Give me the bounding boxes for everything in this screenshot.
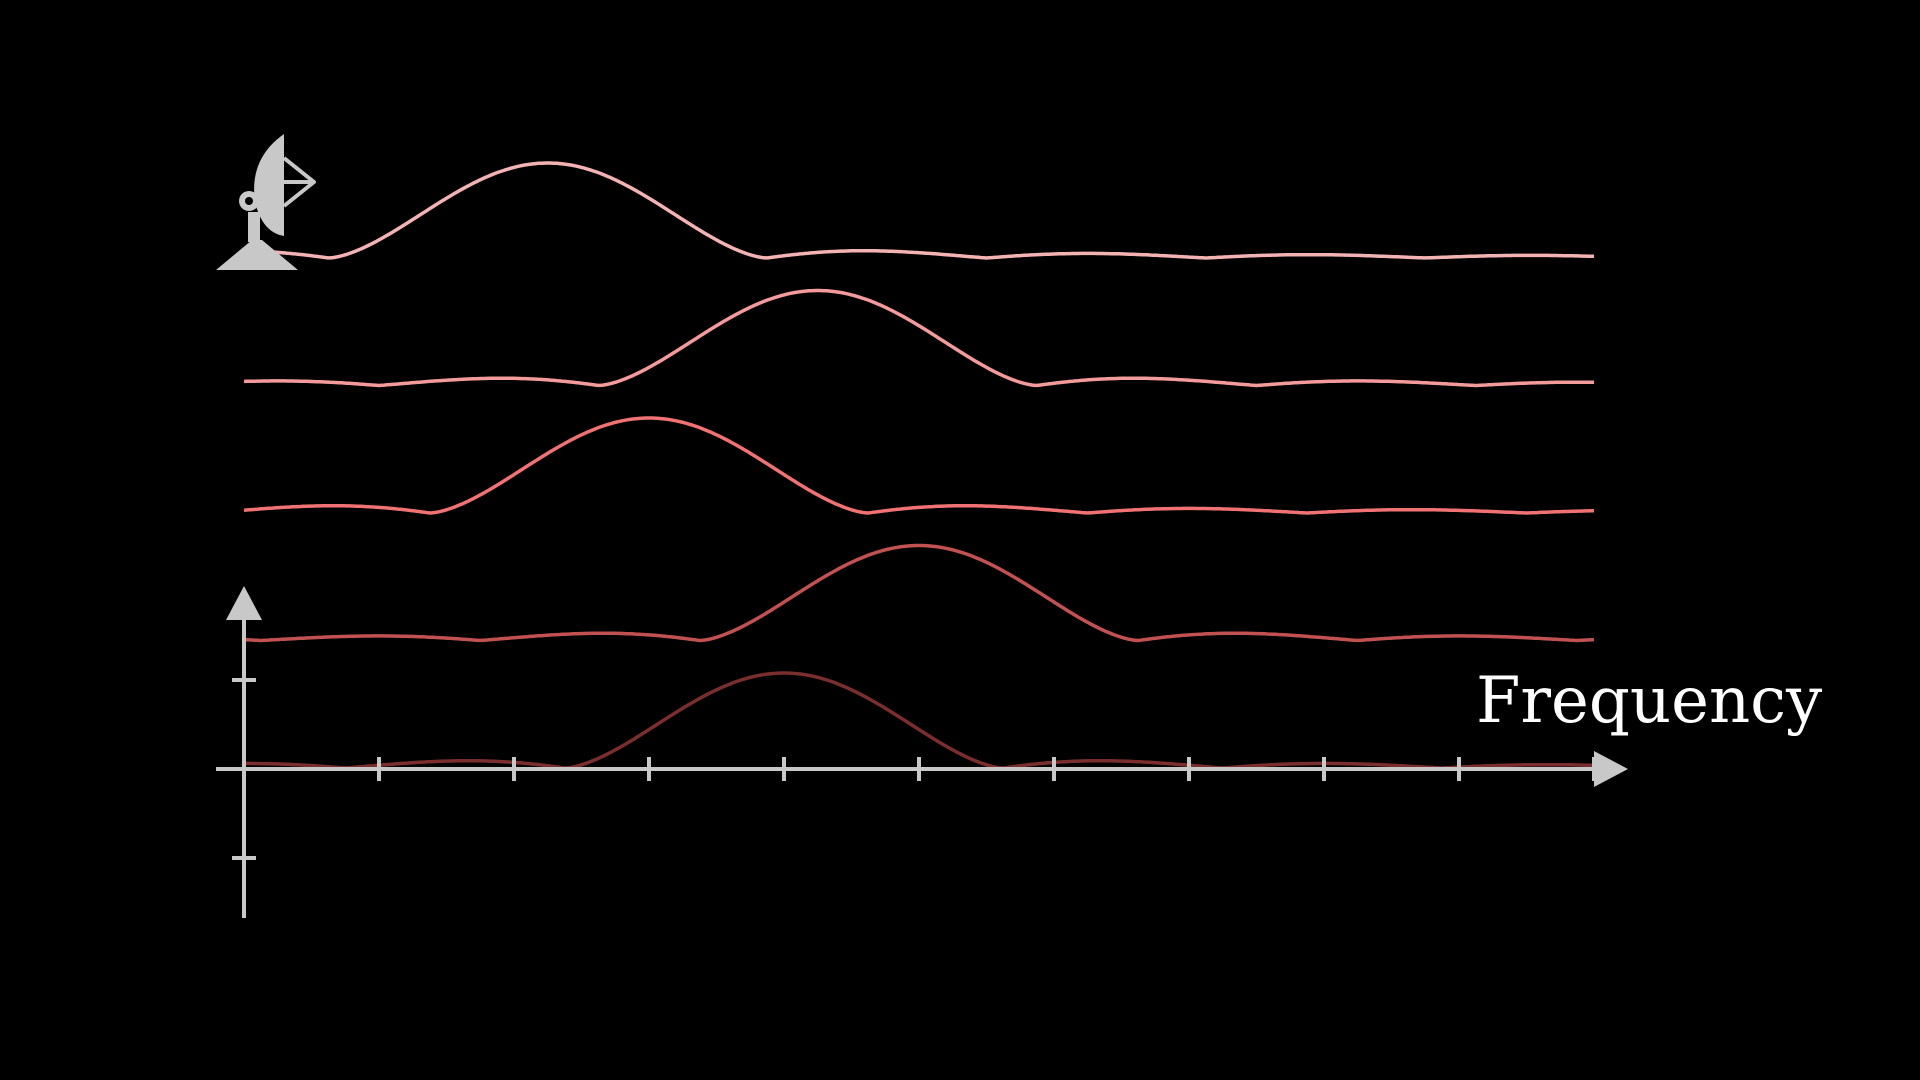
- spectrum-curve-1: [243, 161, 1594, 260]
- y-axis-arrowhead: [226, 586, 262, 620]
- spectrum-curve-2: [243, 288, 1594, 388]
- axes: Frequency: [216, 586, 1822, 918]
- spectrum-curve-5: [244, 671, 1595, 770]
- satellite-dish-icon: [216, 134, 316, 270]
- spectrum-curve-4: [243, 543, 1595, 643]
- spectrum-curves: [243, 161, 1595, 770]
- y-axis-ticks: [232, 678, 256, 860]
- x-axis-label: Frequency: [1476, 664, 1822, 738]
- x-axis-arrowhead: [1594, 751, 1628, 787]
- x-axis-ticks: [377, 757, 1596, 781]
- spectrum-curve-3: [243, 416, 1595, 515]
